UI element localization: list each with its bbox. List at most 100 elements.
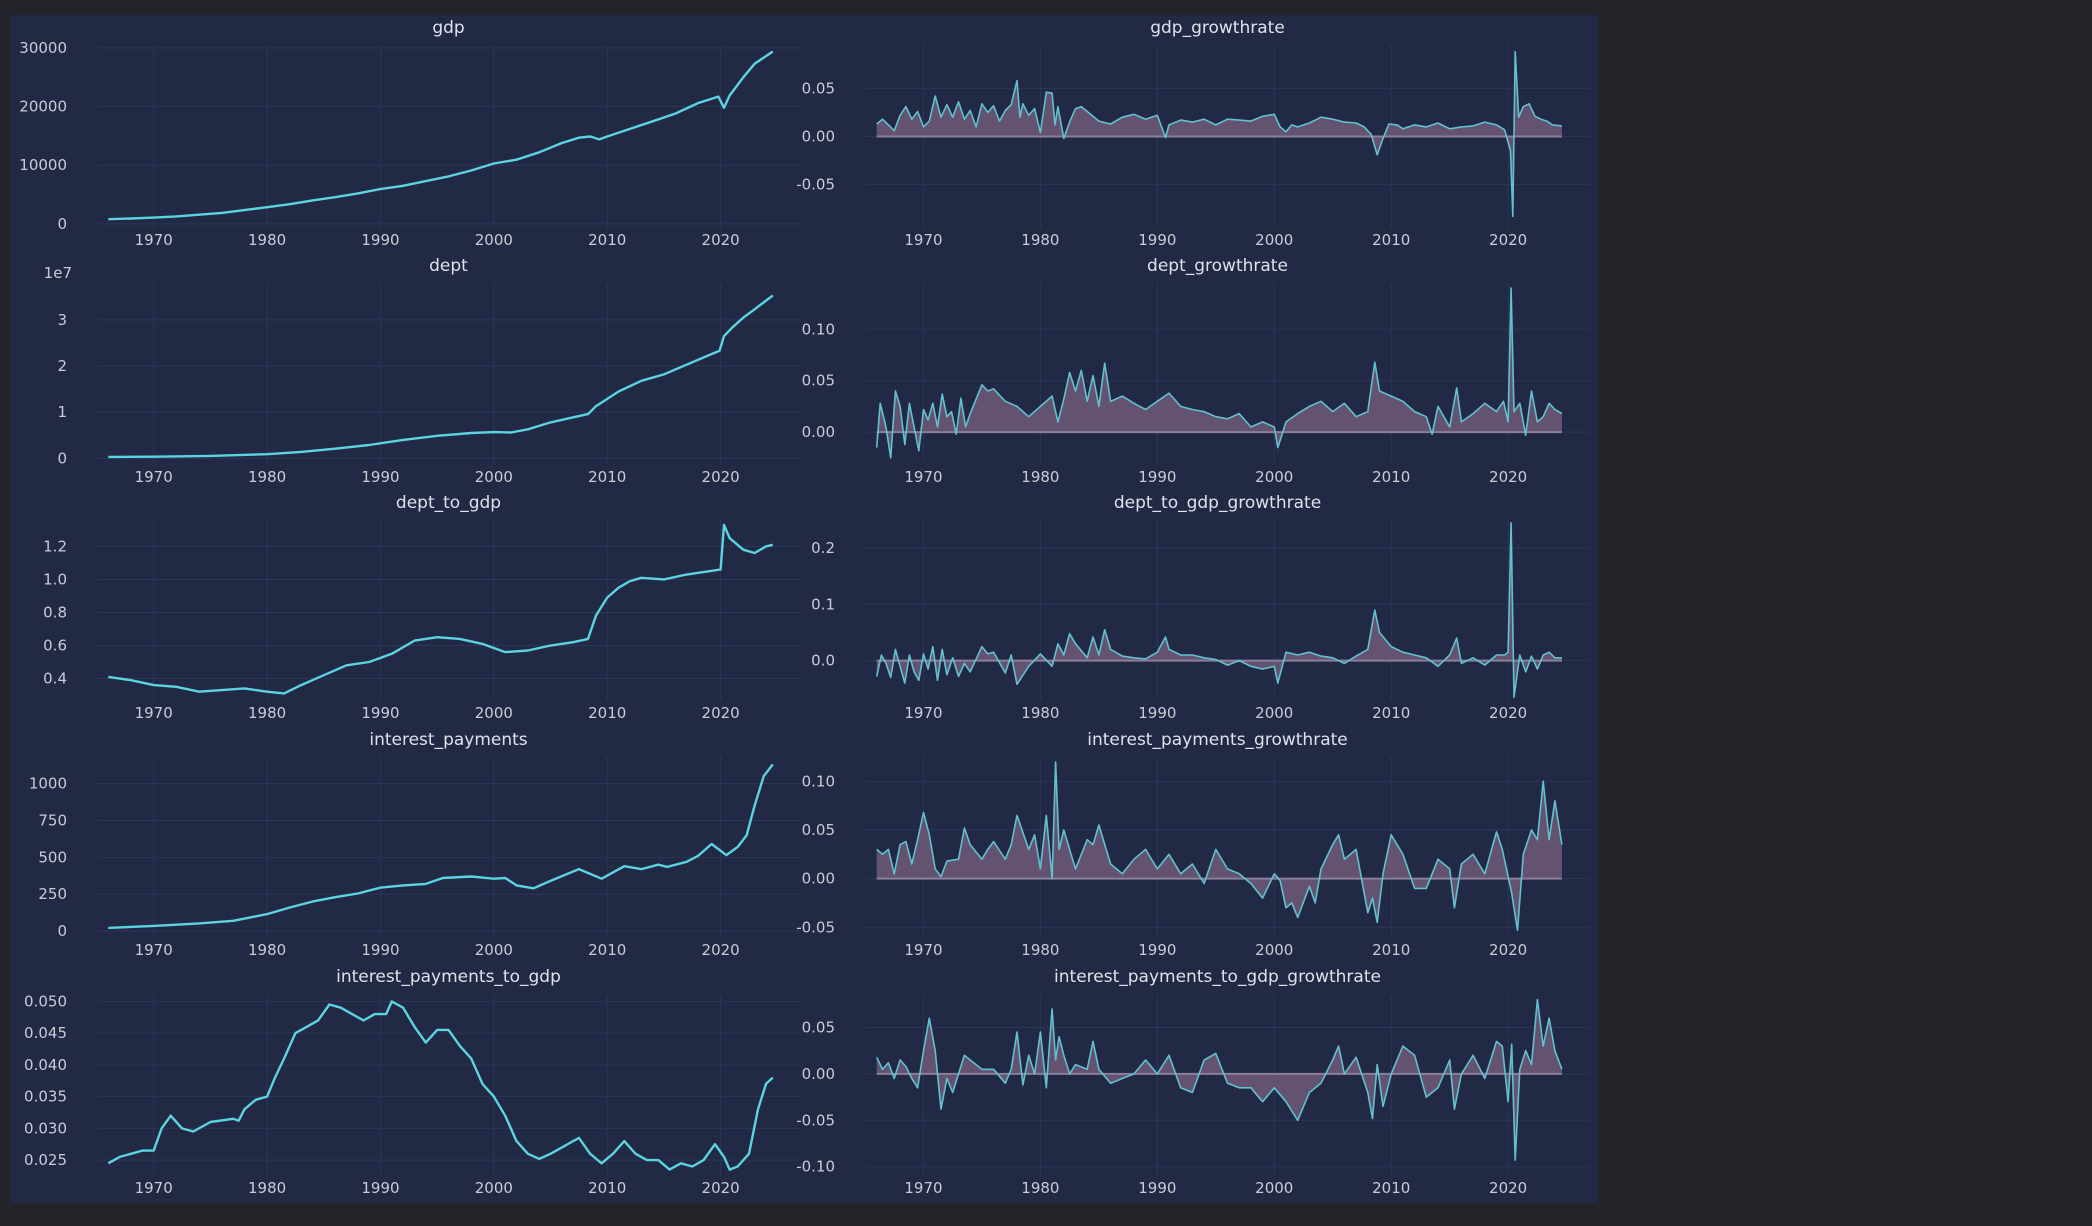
y-tick-label: -0.05 [796,176,835,194]
y-tick-label: 0.1 [811,595,835,613]
y-tick-label: 0.045 [24,1024,67,1042]
y-tick-label: -0.05 [796,918,835,936]
y-tick-label: 0.05 [802,1018,835,1036]
x-tick-label: 2000 [475,468,513,486]
x-tick-label: 2020 [1489,941,1527,959]
x-tick-label: 1990 [361,468,399,486]
x-tick-label: 1990 [1138,941,1176,959]
x-tick-label: 1970 [135,231,173,249]
y-tick-label: 0.00 [802,1065,835,1083]
chart-interest-payments-to-gdp-growthrate: interest_payments_to_gdp_growthrate 1970 1… [796,967,1590,1197]
y-tick-label: 0.00 [802,128,835,146]
x-tick-label: 1980 [1021,231,1059,249]
series-line [108,523,774,695]
x-tick-label: 1970 [904,231,942,249]
y-tick-label: 0.2 [811,539,835,557]
x-tick-label: 2010 [1372,704,1410,722]
x-tick-label: 2010 [588,1179,626,1197]
x-tick-label: 1970 [135,941,173,959]
chart-title: dept_to_gdp_growthrate [1114,493,1321,513]
x-tick-label: 1970 [135,704,173,722]
chart-gdp: gdp 1970 1980 1990 2000 2010 2020 0 10000 20000 30… [19,18,800,249]
x-tick-label: 2020 [1489,468,1527,486]
x-tick-label: 2000 [475,704,513,722]
chart-dept-to-gdp-growthrate: dept_to_gdp_growthrate 1970 1980 1990 2000 20… [811,493,1590,722]
y-offset-label: 1e7 [44,264,72,282]
x-tick-label: 2000 [1255,468,1293,486]
x-tick-label: 1990 [361,941,399,959]
series-line [876,50,1562,218]
area-fill [876,51,1562,217]
figure-background [10,15,1598,1203]
x-tick-label: 1970 [135,468,173,486]
chart-dept: dept 1970 1980 1990 2000 2010 2020 0 1 2 3 1e7 [44,256,800,486]
y-tick-label: 2 [57,357,67,375]
x-tick-label: 1980 [248,704,286,722]
y-tick-label: 0.05 [802,372,835,390]
y-tick-label: -0.05 [796,1111,835,1129]
x-tick-label: 1970 [904,941,942,959]
x-tick-label: 2010 [1372,468,1410,486]
x-tick-label: 2020 [702,1179,740,1197]
y-tick-label: 0 [57,449,67,467]
x-tick-label: 1980 [248,1179,286,1197]
x-tick-label: 2010 [588,468,626,486]
x-tick-label: 2010 [1372,941,1410,959]
x-tick-label: 1990 [1138,468,1176,486]
chart-title: gdp_growthrate [1150,18,1285,38]
series-line [875,521,1562,699]
y-tick-label: 0.035 [24,1088,67,1106]
x-tick-label: 2000 [475,1179,513,1197]
series-line [108,763,774,930]
x-tick-label: 2010 [588,704,626,722]
chart-title: gdp [432,18,464,38]
x-tick-label: 1980 [248,468,286,486]
chart-gdp-growthrate: gdp_growthrate 1970 1980 1990 2000 2010 2020 -0… [796,18,1590,249]
area-fill [876,522,1562,698]
x-tick-label: 1980 [1021,941,1059,959]
x-tick-label: 1980 [1021,468,1059,486]
x-tick-label: 2020 [702,704,740,722]
y-tick-label: 1 [57,403,67,421]
y-tick-label: 0 [57,215,67,233]
y-tick-label: 0.05 [802,79,835,97]
chart-dept-growthrate: dept_growthrate 1970 1980 1990 2000 2010 2020 0… [802,256,1590,486]
x-tick-label: 1990 [1138,704,1176,722]
y-tick-label: 250 [38,885,67,903]
y-tick-label: 750 [38,811,67,829]
x-tick-label: 1980 [1021,1179,1059,1197]
series-line [107,1000,774,1171]
x-tick-label: 2000 [475,941,513,959]
x-tick-label: 1980 [1021,704,1059,722]
y-tick-label: 0.00 [802,870,835,888]
x-tick-label: 2020 [1489,1179,1527,1197]
y-tick-label: 0.030 [24,1119,67,1137]
x-tick-label: 1970 [904,1179,942,1197]
series-line [875,287,1563,459]
x-tick-label: 2020 [702,468,740,486]
x-tick-label: 2010 [588,231,626,249]
y-tick-label: 3 [57,311,67,329]
x-tick-label: 2010 [1372,231,1410,249]
series-line [108,294,774,459]
x-tick-label: 2020 [1489,231,1527,249]
y-tick-label: 0.00 [802,423,835,441]
x-tick-label: 1980 [248,231,286,249]
y-tick-label: 1.2 [43,537,67,555]
area-fill [876,999,1562,1161]
chart-title: interest_payments_growthrate [1087,730,1348,750]
y-tick-label: 0.040 [24,1056,67,1074]
x-tick-label: 1970 [135,1179,173,1197]
y-tick-label: 0.0 [811,652,835,670]
x-tick-label: 2000 [1255,1179,1293,1197]
chart-title: interest_payments_to_gdp [336,967,561,987]
y-tick-label: 0.050 [24,992,67,1010]
y-tick-label: 30000 [19,39,67,57]
y-tick-label: 10000 [19,156,67,174]
x-tick-label: 2000 [475,231,513,249]
y-tick-label: 0.8 [43,603,67,621]
y-tick-label: 0 [57,922,67,940]
x-tick-label: 2020 [702,231,740,249]
chart-title: interest_payments_to_gdp_growthrate [1054,967,1381,987]
y-tick-label: 1000 [29,775,67,793]
